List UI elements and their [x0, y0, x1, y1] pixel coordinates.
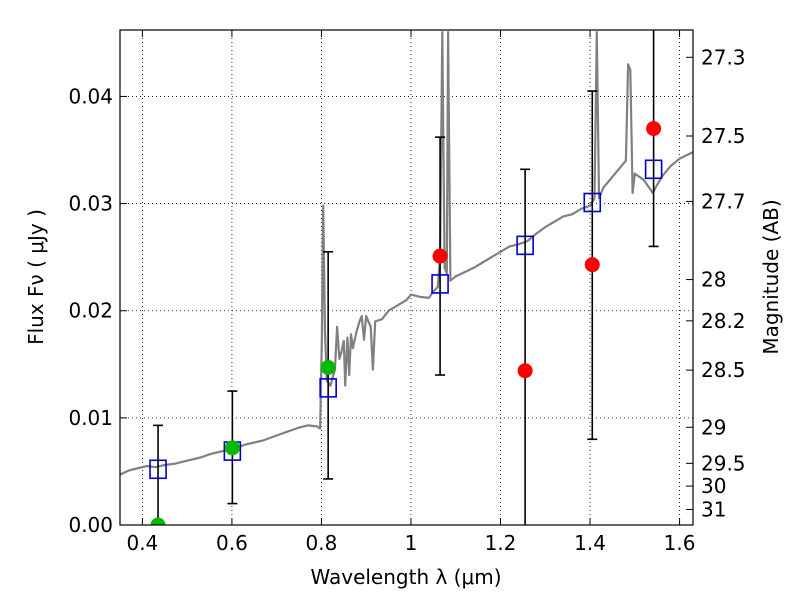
y-tick-label: 0.01 [68, 406, 113, 430]
mag-tick-label: 27.7 [701, 189, 746, 213]
x-tick-label: 1.6 [664, 531, 696, 555]
mag-tick-label: 29.5 [701, 451, 746, 475]
y-axis-label-right: Magnitude (AB) [759, 199, 783, 354]
mag-tick-label: 29 [701, 415, 726, 439]
x-tick-label: 1.4 [574, 531, 606, 555]
plot-area [120, 30, 693, 525]
y-tick-label: 0.03 [68, 192, 113, 216]
mag-tick-label: 31 [701, 498, 726, 522]
mag-tick-label: 30 [701, 474, 726, 498]
mag-tick-label: 28.2 [701, 309, 746, 333]
model-photometry-square [431, 274, 449, 294]
detection-point [320, 360, 336, 375]
y-axis-label-left: Flux Fν ( μJy ) [24, 209, 48, 345]
x-axis-label: Wavelength λ (μm) [310, 565, 501, 589]
axis-ticks: 0.4 0.6 0.8 1 1.2 1.4 1.6 0.00 0.01 0.02 0.03 0.04 2… [68, 30, 746, 555]
x-tick-label: 1 [405, 531, 418, 555]
mag-tick-label: 27.5 [701, 124, 746, 148]
y-tick-label: 0.00 [68, 513, 113, 537]
upper-limit-point [432, 248, 448, 264]
y-tick-label: 0.02 [68, 299, 113, 323]
x-tick-label: 0.8 [306, 531, 338, 555]
spectrum-line [120, 31, 693, 476]
grid-lines [120, 30, 693, 526]
model-photometry-square [319, 378, 337, 398]
model-photometry-square [149, 459, 167, 480]
model-photometry-square [583, 192, 602, 213]
upper-limit-point [517, 363, 533, 379]
mag-tick-label: 28.5 [701, 358, 746, 382]
model-photometry-square [516, 235, 534, 256]
detection-point [224, 440, 240, 456]
mag-tick-label: 27.3 [701, 45, 746, 69]
mag-tick-label: 28 [701, 268, 726, 292]
detection-point [150, 517, 166, 525]
upper-limit-point [584, 257, 600, 273]
upper-limit-point [646, 121, 662, 137]
y-tick-label: 0.04 [68, 84, 113, 108]
x-tick-label: 1.2 [485, 531, 517, 555]
model-photometry-square [644, 159, 663, 180]
x-tick-label: 0.4 [126, 531, 158, 555]
x-tick-label: 0.6 [216, 531, 248, 555]
plot-frame [119, 29, 694, 526]
